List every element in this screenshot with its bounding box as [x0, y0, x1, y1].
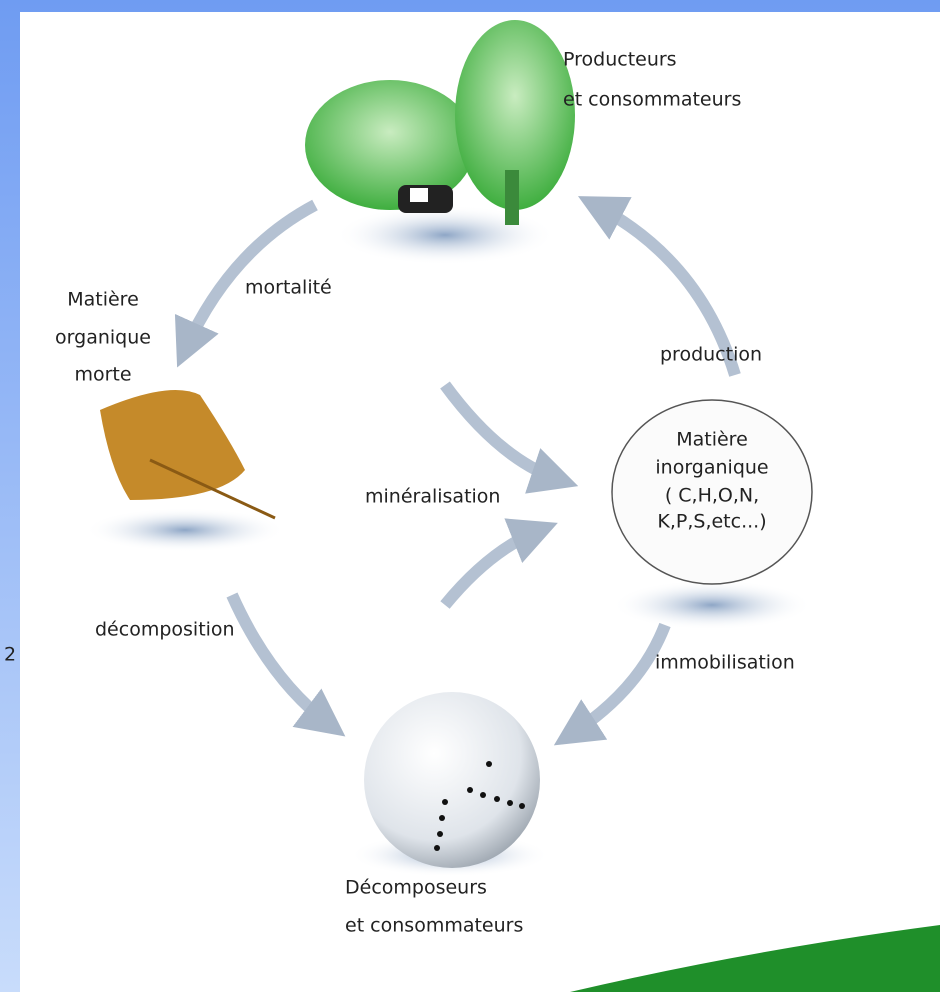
sphere: [364, 692, 540, 868]
side-text: 2: [4, 644, 16, 666]
node-label: K,P,S,etc...): [657, 511, 766, 533]
shadow: [85, 508, 285, 552]
node-label: organique: [55, 327, 151, 349]
node-label: ( C,H,O,N,: [665, 485, 759, 507]
edge-label: immobilisation: [655, 652, 795, 674]
node-label: Matière: [676, 429, 748, 451]
node-label: inorganique: [655, 457, 768, 479]
diagram: Producteurs et consommateurs Matière org…: [0, 0, 940, 992]
edge-label: décomposition: [95, 619, 235, 641]
cow-spot: [410, 188, 428, 202]
shadow: [335, 205, 555, 265]
node-label: Décomposeurs: [345, 877, 487, 899]
node-label: Matière: [67, 289, 139, 311]
node-label: morte: [74, 364, 131, 386]
page: Producteurs et consommateurs Matière org…: [0, 0, 940, 992]
trunk: [505, 170, 519, 225]
node-label: Producteurs: [563, 49, 677, 71]
edge-label: minéralisation: [365, 486, 500, 508]
shadow: [612, 580, 812, 630]
node-label: et consommateurs: [345, 915, 523, 937]
edge-label: production: [660, 344, 762, 366]
node-label: et consommateurs: [563, 89, 741, 111]
edge-label: mortalité: [245, 277, 332, 299]
